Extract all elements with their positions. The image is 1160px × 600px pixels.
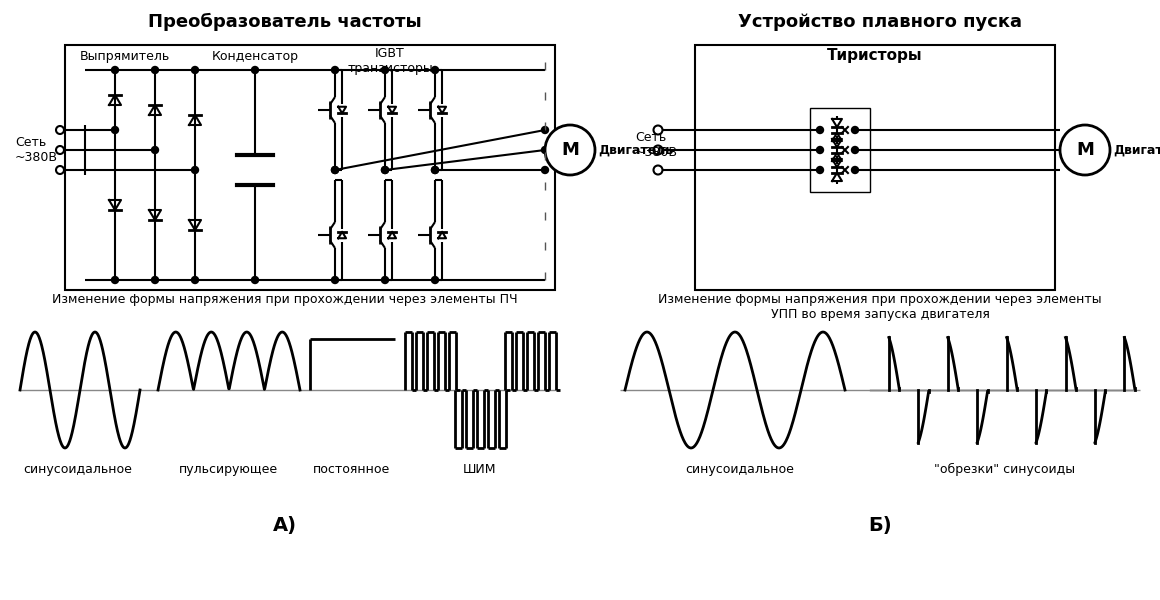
- Text: Преобразователь частоты: Преобразователь частоты: [148, 13, 422, 31]
- Circle shape: [653, 125, 662, 134]
- Circle shape: [542, 146, 549, 154]
- Circle shape: [653, 145, 662, 154]
- Circle shape: [382, 166, 389, 173]
- Circle shape: [545, 125, 595, 175]
- Circle shape: [332, 67, 339, 73]
- Circle shape: [432, 277, 438, 283]
- Text: Сеть
~380В: Сеть ~380В: [635, 131, 677, 159]
- Text: синусоидальное: синусоидальное: [23, 463, 132, 476]
- Circle shape: [56, 126, 64, 134]
- Circle shape: [851, 146, 858, 154]
- Text: Двигатель: Двигатель: [599, 143, 673, 157]
- Circle shape: [191, 277, 198, 283]
- Text: Выпрямитель: Выпрямитель: [80, 50, 171, 63]
- Text: А): А): [273, 515, 297, 535]
- Text: M: M: [561, 141, 579, 159]
- Circle shape: [1060, 125, 1110, 175]
- Text: Б): Б): [868, 515, 892, 535]
- Circle shape: [152, 146, 159, 154]
- Text: Тиристоры: Тиристоры: [827, 48, 923, 63]
- Text: синусоидальное: синусоидальное: [686, 463, 795, 476]
- Circle shape: [56, 146, 64, 154]
- Text: ШИМ: ШИМ: [463, 463, 496, 476]
- Circle shape: [332, 166, 339, 173]
- Circle shape: [111, 277, 118, 283]
- Circle shape: [817, 166, 824, 173]
- Circle shape: [111, 127, 118, 133]
- Circle shape: [542, 166, 549, 173]
- Circle shape: [152, 67, 159, 73]
- Text: Устройство плавного пуска: Устройство плавного пуска: [738, 13, 1022, 31]
- Circle shape: [252, 67, 259, 73]
- Circle shape: [382, 277, 389, 283]
- Bar: [810, 108, 870, 192]
- Text: постоянное: постоянное: [313, 463, 391, 476]
- Bar: [695, 45, 1054, 290]
- Circle shape: [332, 277, 339, 283]
- Circle shape: [817, 127, 824, 133]
- Bar: [65, 45, 554, 290]
- Circle shape: [191, 67, 198, 73]
- Text: Сеть
~380В: Сеть ~380В: [15, 136, 58, 164]
- Text: Изменение формы напряжения при прохождении через элементы
УПП во время запуска д: Изменение формы напряжения при прохожден…: [658, 293, 1102, 321]
- Circle shape: [56, 166, 64, 174]
- Text: IGBT
транзисторы: IGBT транзисторы: [347, 47, 433, 75]
- Circle shape: [851, 166, 858, 173]
- Text: пульсирующее: пульсирующее: [179, 463, 277, 476]
- Circle shape: [252, 277, 259, 283]
- Text: M: M: [1076, 141, 1094, 159]
- Circle shape: [653, 166, 662, 175]
- Circle shape: [432, 166, 438, 173]
- Circle shape: [817, 146, 824, 154]
- Circle shape: [382, 166, 389, 173]
- Circle shape: [191, 166, 198, 173]
- Circle shape: [111, 67, 118, 73]
- Circle shape: [152, 277, 159, 283]
- Circle shape: [432, 166, 438, 173]
- Text: "обрезки" синусоиды: "обрезки" синусоиды: [935, 463, 1075, 476]
- Text: Двигатель: Двигатель: [1112, 143, 1160, 157]
- Circle shape: [332, 166, 339, 173]
- Text: Изменение формы напряжения при прохождении через элементы ПЧ: Изменение формы напряжения при прохожден…: [52, 293, 517, 306]
- Text: Конденсатор: Конденсатор: [211, 50, 298, 63]
- Circle shape: [851, 127, 858, 133]
- Circle shape: [432, 67, 438, 73]
- Circle shape: [382, 67, 389, 73]
- Circle shape: [542, 127, 549, 133]
